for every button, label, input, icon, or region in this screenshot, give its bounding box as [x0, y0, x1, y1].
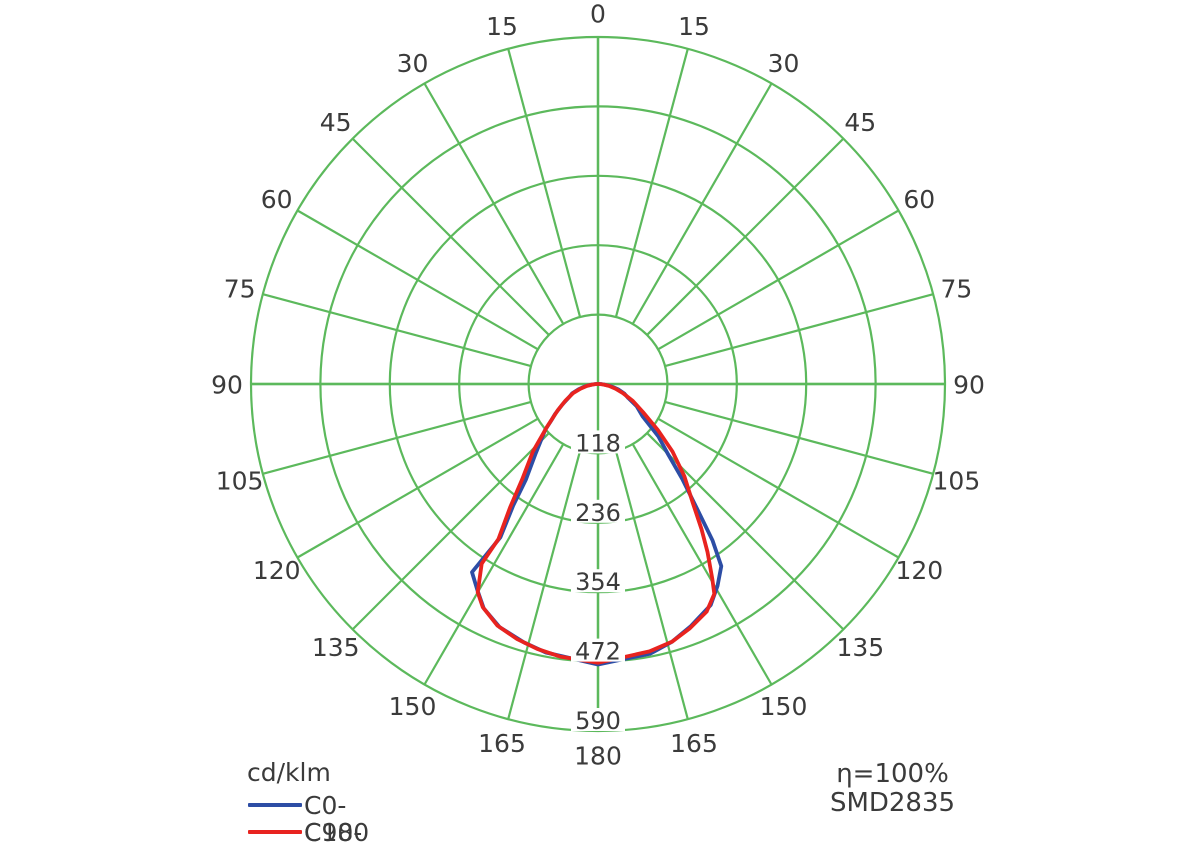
grid-ray-195	[507, 48, 582, 318]
angle-label-120-right: 120	[895, 556, 943, 585]
angle-label-135-right: 135	[836, 633, 884, 662]
grid-ray-150	[631, 82, 773, 325]
radial-label-bg-354	[571, 569, 625, 593]
led-source-label: SMD2835	[829, 788, 956, 818]
angle-label-75-right: 75	[940, 275, 972, 304]
efficiency-label: η=100%	[836, 759, 949, 789]
angle-label-90-left: 90	[211, 371, 243, 400]
legend-label-c0-c180: C0-C180	[304, 791, 370, 847]
grid-ray-30	[631, 443, 773, 686]
angle-label-165-left: 165	[478, 729, 526, 758]
angle-label-90-right: 90	[953, 371, 985, 400]
angle-label-0: 0	[590, 0, 606, 29]
grid-ray-15	[614, 450, 689, 720]
angle-label-60-left: 60	[261, 185, 293, 214]
radial-label-354: 354	[575, 568, 621, 596]
legend-units-label: cd/klm	[247, 758, 331, 787]
grid-ray-75	[664, 400, 934, 475]
legend-label-c90-c270: C90-C270	[304, 818, 369, 849]
grid-ray-165	[614, 48, 689, 318]
angle-label-15-left: 15	[486, 12, 518, 41]
angle-label-180: 180	[574, 742, 622, 771]
angle-label-120-left: 120	[253, 556, 301, 585]
angle-label-30-left: 30	[397, 49, 429, 78]
radial-label-472: 472	[575, 638, 621, 666]
grid-ray-330	[423, 443, 565, 686]
grid-ray-120	[657, 209, 900, 351]
grid-ray-285	[262, 400, 532, 475]
grid-ray-255	[262, 293, 532, 368]
radial-label-bg-118	[571, 430, 625, 454]
grid-ray-135	[646, 137, 845, 336]
angle-label-150-right: 150	[760, 692, 808, 721]
angle-label-45-left: 45	[320, 108, 352, 137]
radial-label-bg-590	[571, 708, 625, 731]
grid-ray-225	[351, 137, 550, 336]
angle-label-105-right: 105	[933, 467, 981, 496]
radial-label-bg-472	[571, 638, 625, 662]
angle-label-45-right: 45	[844, 108, 876, 137]
legend: cd/klm C0-C180 C90-C270	[247, 758, 369, 849]
radial-label-118: 118	[575, 429, 621, 457]
angle-label-75-left: 75	[224, 275, 256, 304]
angle-label-30-right: 30	[768, 49, 800, 78]
legend-swatch-c0-c180	[248, 803, 302, 807]
grid-ray-345	[507, 450, 582, 720]
angle-label-150-left: 150	[389, 692, 437, 721]
angle-label-135-left: 135	[312, 633, 360, 662]
radial-label-bg-236	[571, 499, 625, 523]
angle-label-105-left: 105	[216, 467, 264, 496]
grid-ray-315	[351, 432, 550, 631]
legend-item-c90-c270: C90-C270	[247, 819, 369, 849]
angle-label-60-right: 60	[903, 185, 935, 214]
grid-ray-240	[296, 209, 539, 351]
legend-item-c0-c180: C0-C180	[247, 792, 369, 846]
legend-swatch-c90-c270	[248, 830, 302, 834]
angle-label-15-right: 15	[678, 12, 710, 41]
radial-label-590: 590	[575, 707, 621, 735]
grid-ray-300	[296, 417, 539, 559]
grid-ray-210	[423, 82, 565, 325]
grid-ray-105	[664, 293, 934, 368]
grid-ray-60	[657, 417, 900, 559]
angle-label-165-right: 165	[670, 729, 718, 758]
annotation-block: η=100% SMD2835	[790, 760, 995, 818]
radial-label-236: 236	[575, 499, 621, 527]
